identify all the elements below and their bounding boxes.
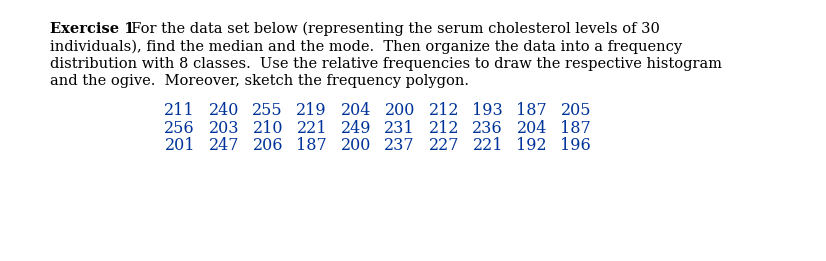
Text: 227: 227	[429, 137, 459, 154]
Text: 240: 240	[209, 102, 239, 119]
Text: 247: 247	[208, 137, 239, 154]
Text: 205: 205	[561, 102, 591, 119]
Text: 187: 187	[560, 120, 591, 137]
Text: distribution with 8 classes.  Use the relative frequencies to draw the respectiv: distribution with 8 classes. Use the rel…	[50, 57, 722, 71]
Text: 256: 256	[164, 120, 195, 137]
Text: 255: 255	[253, 102, 283, 119]
Text: 201: 201	[164, 137, 195, 154]
Text: 196: 196	[560, 137, 591, 154]
Text: 212: 212	[429, 102, 459, 119]
Text: 211: 211	[164, 102, 195, 119]
Text: 249: 249	[340, 120, 371, 137]
Text: 200: 200	[385, 102, 415, 119]
Text: 206: 206	[253, 137, 283, 154]
Text: 231: 231	[384, 120, 415, 137]
Text: 210: 210	[253, 120, 283, 137]
Text: 204: 204	[340, 102, 371, 119]
Text: 221: 221	[472, 137, 503, 154]
Text: 203: 203	[208, 120, 239, 137]
Text: 236: 236	[472, 120, 503, 137]
Text: 204: 204	[516, 120, 547, 137]
Text: 219: 219	[297, 102, 327, 119]
Text: 193: 193	[472, 102, 503, 119]
Text: individuals), find the median and the mode.  Then organize the data into a frequ: individuals), find the median and the mo…	[50, 39, 682, 54]
Text: Exercise 1: Exercise 1	[50, 22, 135, 36]
Text: 187: 187	[516, 102, 547, 119]
Text: and the ogive.  Moreover, sketch the frequency polygon.: and the ogive. Moreover, sketch the freq…	[50, 74, 469, 88]
Text: 187: 187	[297, 137, 327, 154]
Text: 212: 212	[429, 120, 459, 137]
Text: 237: 237	[384, 137, 415, 154]
Text: 192: 192	[516, 137, 547, 154]
Text: 200: 200	[340, 137, 371, 154]
Text: 221: 221	[297, 120, 327, 137]
Text: For the data set below (representing the serum cholesterol levels of 30: For the data set below (representing the…	[122, 22, 660, 36]
